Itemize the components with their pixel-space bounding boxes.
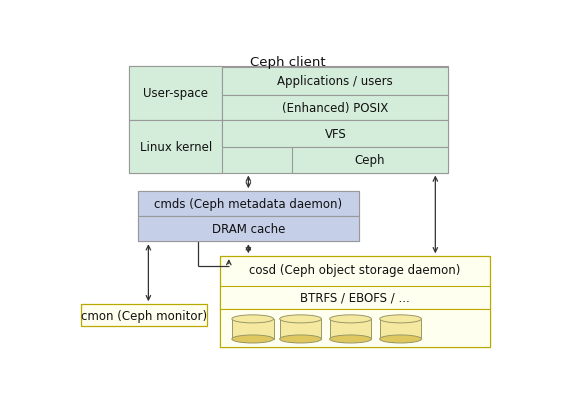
Text: Ceph client: Ceph client [250,55,325,69]
Ellipse shape [380,335,421,343]
Text: VFS: VFS [324,128,346,141]
Text: Applications / users: Applications / users [278,75,393,88]
Bar [380,319,421,339]
Text: User-space: User-space [143,87,208,100]
Ellipse shape [280,335,321,343]
Bar [220,286,490,309]
Bar [81,304,207,327]
Ellipse shape [330,315,371,323]
Bar [137,192,359,217]
Text: Disk: Disk [339,334,362,344]
Bar [220,309,490,348]
Text: Disk: Disk [389,334,412,344]
Bar [280,319,321,339]
Bar [222,121,448,148]
Ellipse shape [330,335,371,343]
Text: Disk: Disk [241,334,264,344]
Bar [137,217,359,242]
Text: DRAM cache: DRAM cache [211,223,285,235]
Bar [137,192,359,242]
Bar [222,68,448,95]
Bar [330,319,371,339]
Text: cosd (Ceph object storage daemon): cosd (Ceph object storage daemon) [249,263,461,276]
Text: (Enhanced) POSIX: (Enhanced) POSIX [282,101,388,115]
Bar [129,67,222,121]
Text: Disk: Disk [289,334,312,344]
Bar [222,95,448,121]
Text: Ceph: Ceph [355,154,385,167]
Ellipse shape [232,335,274,343]
Bar [129,121,222,173]
Bar [232,319,274,339]
Ellipse shape [232,315,274,323]
Text: cmon (Ceph monitor): cmon (Ceph monitor) [81,309,207,322]
Text: cmds (Ceph metadata daemon): cmds (Ceph metadata daemon) [154,198,342,211]
Ellipse shape [380,315,421,323]
Text: Linux kernel: Linux kernel [140,140,212,154]
Text: BTRFS / EBOFS / ...: BTRFS / EBOFS / ... [300,291,410,304]
Ellipse shape [280,315,321,323]
Bar [129,67,448,173]
Bar [220,257,490,348]
Bar [292,148,448,173]
